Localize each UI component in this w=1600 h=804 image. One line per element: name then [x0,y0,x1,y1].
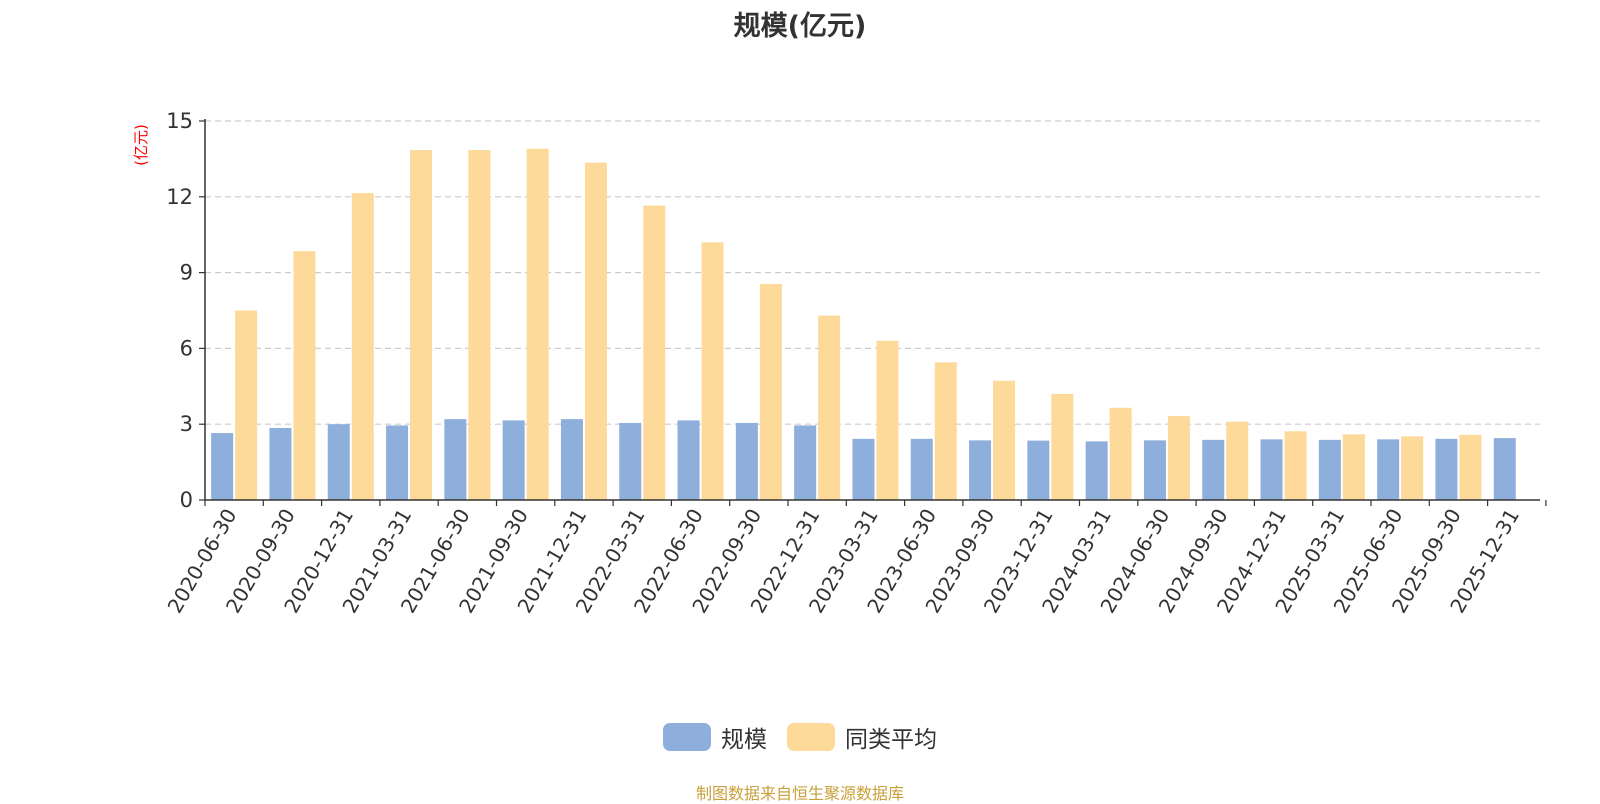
legend-label-peer-average: 同类平均 [845,727,937,753]
bar-peer-average-2022-09-30[interactable] [759,283,782,500]
y-axis-label: (亿元) [132,124,150,166]
bar-scale-2022-06-30[interactable] [677,420,700,500]
bar-scale-2024-09-30[interactable] [1202,439,1225,500]
bar-chart: 0 3 6 9 12 15 2020-06-302020-09-302020-12-312… [132,109,1547,618]
bar-peer-average-2022-12-31[interactable] [818,315,841,500]
bar-peer-average-2024-09-30[interactable] [1226,421,1249,500]
bar-scale-2025-12-31[interactable] [1493,438,1516,500]
bar-peer-average-2024-12-31[interactable] [1284,431,1307,500]
legend-label-scale: 规模 [721,727,767,753]
bar-peer-average-2023-03-31[interactable] [876,340,899,500]
bar-peer-average-2024-06-30[interactable] [1167,416,1190,500]
bar-scale-2024-06-30[interactable] [1143,440,1166,500]
bar-scale-2025-09-30[interactable] [1435,438,1458,500]
bars [211,148,1516,501]
bar-peer-average-2025-09-30[interactable] [1459,434,1482,500]
bar-peer-average-2024-03-31[interactable] [1109,407,1132,500]
chart-title: 规模(亿元) [733,11,867,42]
bar-peer-average-2021-06-30[interactable] [468,150,491,500]
legend-item-scale[interactable]: 规模 [663,720,767,754]
bar-scale-2024-12-31[interactable] [1260,439,1283,500]
bar-scale-2020-09-30[interactable] [269,427,292,500]
legend: 规模 同类平均 [0,720,1600,754]
y-tick-label-0: 0 [180,488,193,512]
axes [199,119,1547,506]
y-tick-label-15: 15 [166,109,193,133]
bar-peer-average-2021-03-31[interactable] [410,150,433,500]
bar-scale-2021-09-30[interactable] [502,420,525,500]
y-tick-label-9: 9 [180,261,193,285]
bar-scale-2021-06-30[interactable] [444,419,467,500]
bar-scale-2025-03-31[interactable] [1318,439,1341,500]
legend-swatch-scale [663,723,711,751]
bar-scale-2020-06-30[interactable] [211,433,234,500]
y-tick-label-6: 6 [180,336,193,360]
bar-scale-2023-06-30[interactable] [910,438,933,500]
bar-scale-2024-03-31[interactable] [1085,441,1108,500]
x-tick-labels: 2020-06-302020-09-302020-12-312021-03-31… [163,505,1525,618]
bar-scale-2023-12-31[interactable] [1027,440,1050,500]
y-tick-label-3: 3 [180,412,193,436]
bar-scale-2025-06-30[interactable] [1377,439,1400,500]
bar-peer-average-2023-09-30[interactable] [993,380,1016,500]
bar-peer-average-2025-03-31[interactable] [1342,434,1365,500]
bar-peer-average-2021-12-31[interactable] [584,162,607,500]
bar-scale-2020-12-31[interactable] [327,424,350,500]
bar-peer-average-2023-06-30[interactable] [934,362,957,500]
y-tick-labels: 0 3 6 9 12 15 [166,109,193,512]
bar-peer-average-2020-12-31[interactable] [351,193,374,500]
bar-peer-average-2025-06-30[interactable] [1401,436,1424,500]
grid-lines [205,120,1540,425]
data-source-note: 制图数据来自恒生聚源数据库 [695,784,904,803]
bar-scale-2023-03-31[interactable] [852,438,875,500]
bar-scale-2022-09-30[interactable] [735,422,758,500]
bar-peer-average-2020-06-30[interactable] [235,310,258,501]
bar-peer-average-2021-09-30[interactable] [526,148,549,500]
bar-peer-average-2023-12-31[interactable] [1051,393,1074,500]
bar-scale-2022-12-31[interactable] [794,425,817,500]
legend-item-peer-average[interactable]: 同类平均 [787,720,937,754]
bar-scale-2021-12-31[interactable] [560,419,583,500]
bar-peer-average-2022-03-31[interactable] [643,205,666,501]
bar-peer-average-2022-06-30[interactable] [701,242,724,500]
bar-scale-2022-03-31[interactable] [619,422,642,500]
y-tick-label-12: 12 [166,185,193,209]
bar-scale-2021-03-31[interactable] [386,425,409,500]
legend-swatch-peer-average [787,723,835,751]
bar-scale-2023-09-30[interactable] [969,440,992,500]
bar-peer-average-2020-09-30[interactable] [293,251,316,500]
